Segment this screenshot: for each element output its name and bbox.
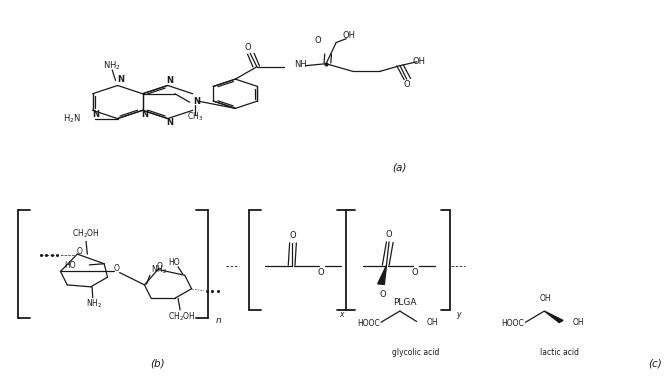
- Text: y: y: [456, 310, 460, 319]
- Text: N: N: [93, 110, 99, 119]
- Polygon shape: [544, 311, 563, 323]
- Text: NH$_2$: NH$_2$: [151, 263, 167, 276]
- Text: OH: OH: [573, 318, 584, 327]
- Text: NH$_2$: NH$_2$: [86, 298, 102, 310]
- Text: (b): (b): [151, 359, 165, 369]
- Text: O: O: [245, 44, 251, 52]
- Text: O: O: [386, 230, 392, 239]
- Text: NH: NH: [294, 60, 307, 69]
- Text: H$_2$N: H$_2$N: [62, 112, 81, 125]
- Text: x: x: [339, 310, 343, 319]
- Text: (c): (c): [648, 359, 662, 369]
- Text: O: O: [317, 268, 324, 277]
- Polygon shape: [378, 266, 386, 285]
- Text: n: n: [216, 316, 221, 325]
- Text: N: N: [118, 75, 124, 84]
- Text: O: O: [114, 264, 119, 273]
- Text: N: N: [141, 110, 148, 119]
- Text: HO: HO: [168, 258, 179, 268]
- Text: O: O: [289, 231, 296, 240]
- Text: O: O: [157, 262, 163, 271]
- Text: glycolic acid: glycolic acid: [392, 348, 439, 357]
- Text: OH: OH: [427, 318, 438, 327]
- Text: HOOC: HOOC: [357, 319, 380, 328]
- Text: CH$_2$OH: CH$_2$OH: [72, 228, 100, 240]
- Text: lactic acid: lactic acid: [540, 348, 579, 357]
- Text: N: N: [166, 75, 173, 85]
- Text: N: N: [166, 118, 173, 127]
- Text: O: O: [77, 246, 82, 256]
- Text: O: O: [403, 80, 410, 89]
- Text: OH: OH: [343, 32, 356, 40]
- Text: O: O: [314, 36, 321, 45]
- Text: (a): (a): [392, 162, 407, 172]
- Text: HOOC: HOOC: [501, 319, 524, 328]
- Text: O: O: [411, 268, 418, 277]
- Text: OH: OH: [412, 57, 425, 65]
- Text: N: N: [193, 97, 200, 105]
- Text: PLGA: PLGA: [393, 298, 417, 307]
- Text: NH$_2$: NH$_2$: [103, 60, 121, 72]
- Text: CH$_3$: CH$_3$: [187, 110, 203, 123]
- Text: O: O: [380, 290, 386, 299]
- Text: HO: HO: [65, 261, 76, 270]
- Text: CH$_2$OH: CH$_2$OH: [167, 311, 196, 323]
- Text: OH: OH: [540, 294, 552, 303]
